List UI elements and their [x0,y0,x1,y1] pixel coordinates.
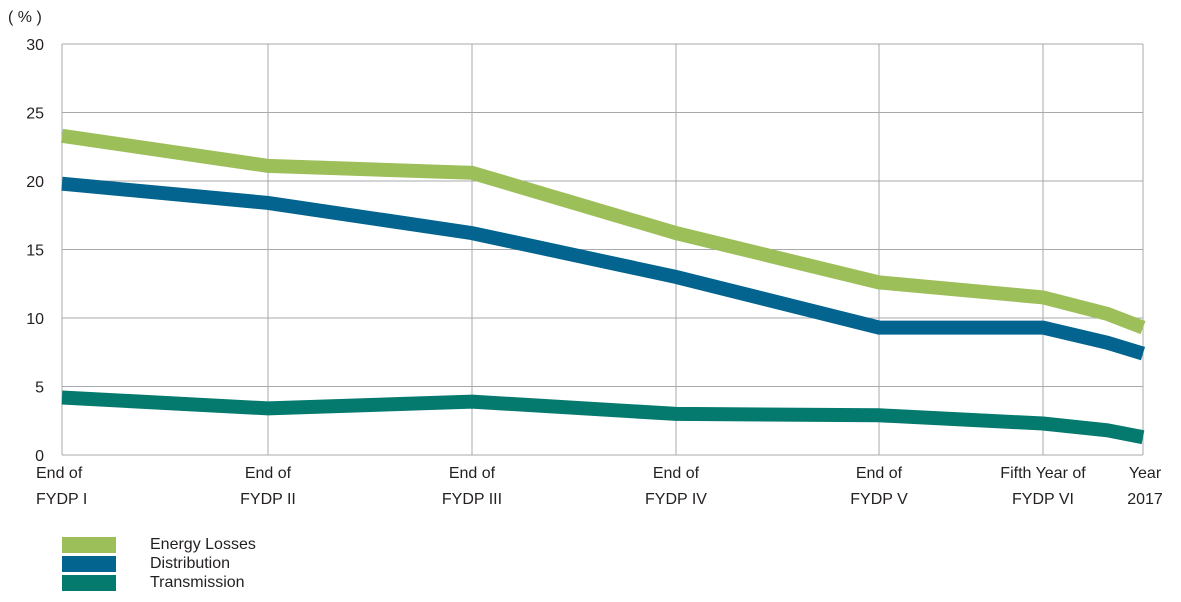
x-tick-label: FYDP III [442,491,502,508]
x-tick-label: End of [653,465,700,482]
legend: Energy Losses Distribution Transmission [62,535,256,592]
legend-swatch-transmission [62,574,116,591]
x-tick-label: FYDP V [850,491,908,508]
series-lines [60,128,1146,445]
legend-item-distribution: Distribution [62,554,256,573]
grid [61,43,1144,456]
y-tick-label: 10 [26,311,44,328]
legend-label-transmission: Transmission [150,574,245,591]
series-line-energy-losses [60,128,1146,335]
x-tick-label: FYDP IV [645,491,707,508]
y-tick-label: 25 [26,106,44,123]
x-tick-label: FYDP I [36,491,87,508]
x-tick-label: 2017 [1127,491,1163,508]
x-tick-label: Year [1129,465,1162,482]
y-tick-label: 15 [26,243,44,260]
x-tick-label: End of [245,465,292,482]
y-tick-label: 20 [26,174,44,191]
x-tick-label: FYDP II [240,491,296,508]
x-tick-label: FYDP VI [1012,491,1074,508]
x-tick-label: Fifth Year of [1000,465,1086,482]
x-axis-ticks: End of FYDP I End of FYDP II End of FYDP III E… [36,465,1163,508]
legend-item-transmission: Transmission [62,573,256,592]
y-tick-label: 5 [35,380,44,397]
y-unit-label: ( % ) [8,9,42,26]
x-tick-label: End of [36,465,83,482]
y-tick-label: 0 [35,448,44,465]
x-tick-label: End of [856,465,903,482]
legend-swatch-distribution [62,555,116,572]
series-line-distribution [61,176,1146,361]
series-line-transmission [61,390,1145,445]
legend-item-energy-losses: Energy Losses [62,535,256,554]
y-axis-ticks: 0 5 10 15 20 25 30 [26,37,44,465]
legend-label-distribution: Distribution [150,555,231,572]
legend-label-energy-losses: Energy Losses [150,536,256,553]
y-tick-label: 30 [26,37,44,54]
legend-swatch-energy-losses [62,536,116,553]
x-tick-label: End of [449,465,496,482]
